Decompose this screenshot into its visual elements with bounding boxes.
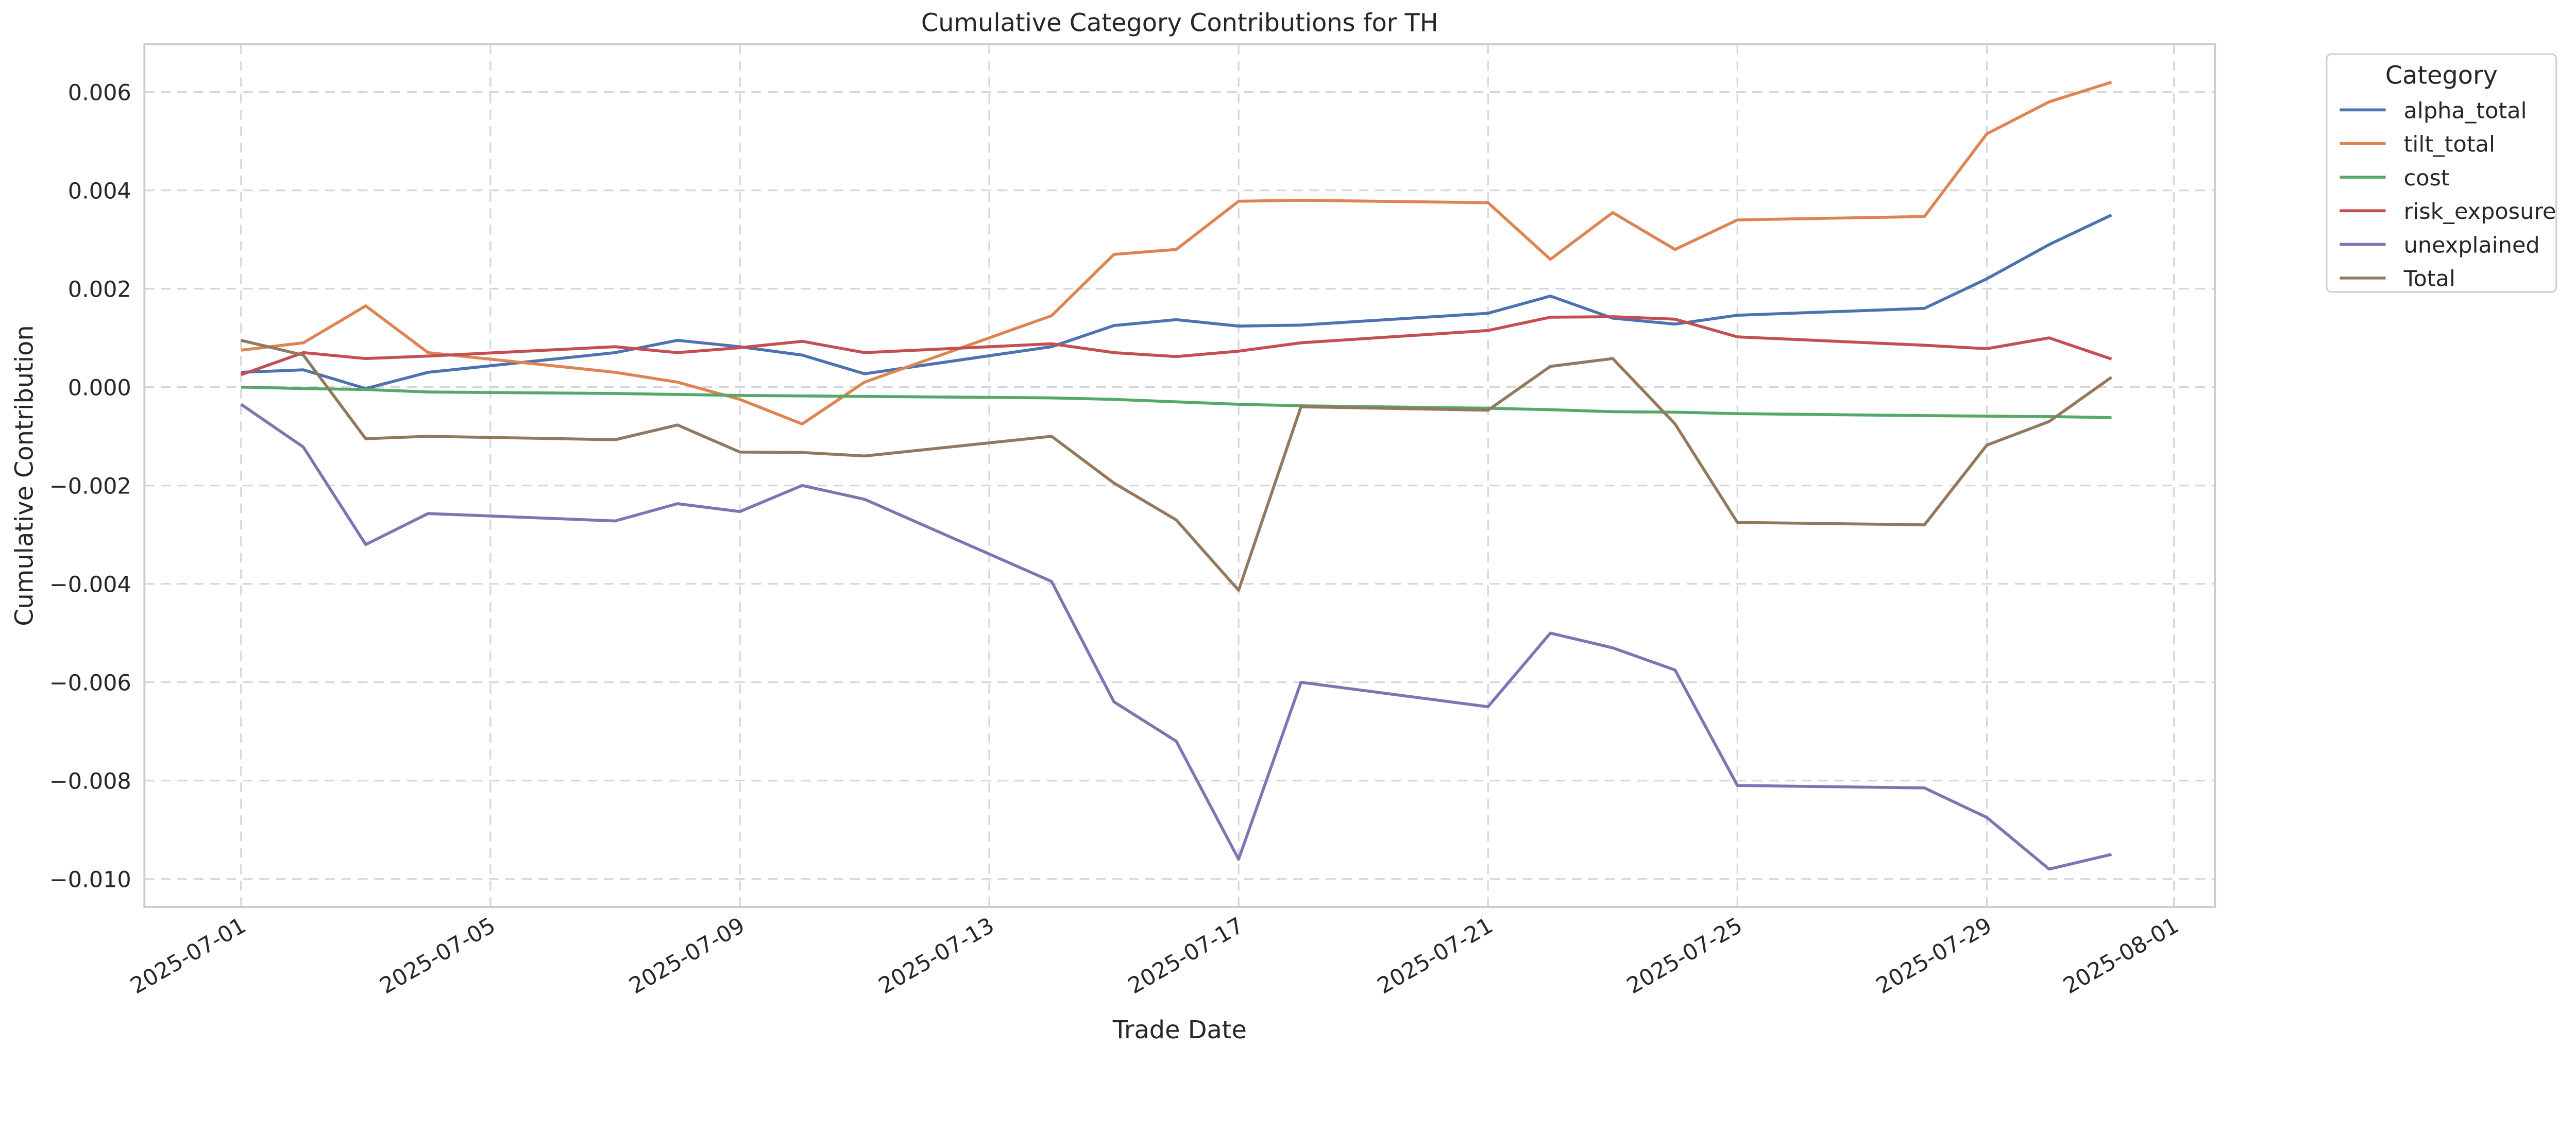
x-tick-label: 2025-07-01 bbox=[126, 913, 250, 999]
legend-label: Total bbox=[2403, 266, 2455, 292]
series-line-unexplained bbox=[240, 403, 2112, 871]
y-tick-label: −0.010 bbox=[49, 867, 131, 893]
x-tick-label: 2025-07-09 bbox=[625, 913, 749, 999]
series-line-risk-exposure bbox=[240, 315, 2112, 376]
x-tick-label: 2025-07-29 bbox=[1872, 913, 1996, 999]
y-tick-labels: −0.010 −0.008 −0.006 −0.004 −0.002 0.000 0.002… bbox=[49, 80, 131, 893]
y-tick-label: −0.006 bbox=[49, 671, 131, 696]
line-chart: −0.010 −0.008 −0.006 −0.004 −0.002 0.000 0.002… bbox=[11, 9, 2557, 1044]
legend-box bbox=[2326, 53, 2557, 293]
plot-frame bbox=[143, 43, 2216, 908]
y-tick-label: 0.004 bbox=[68, 179, 131, 204]
x-axis-label: Trade Date bbox=[1112, 1016, 1247, 1044]
legend-label: risk_exposure bbox=[2404, 199, 2556, 225]
legend-label: cost bbox=[2404, 165, 2450, 191]
series-lines bbox=[240, 80, 2113, 871]
x-tick-label: 2025-07-21 bbox=[1373, 913, 1497, 999]
series-line-alpha-total bbox=[241, 213, 2112, 390]
grid bbox=[144, 44, 2215, 907]
chart-title: Cumulative Category Contributions for TH bbox=[921, 9, 1438, 38]
y-tick-label: −0.008 bbox=[49, 769, 131, 795]
x-tick-label: 2025-07-17 bbox=[1124, 913, 1248, 999]
y-tick-label: −0.004 bbox=[49, 572, 131, 598]
x-tick-label: 2025-07-05 bbox=[376, 913, 500, 999]
y-axis-label: Cumulative Contribution bbox=[11, 325, 39, 626]
x-tick-label: 2025-08-01 bbox=[2059, 913, 2183, 999]
x-tick-labels: 2025-07-01 2025-07-05 2025-07-09 2025-07-13… bbox=[126, 913, 2183, 999]
y-tick-label: 0.006 bbox=[68, 80, 131, 106]
legend-label: alpha_total bbox=[2404, 98, 2527, 124]
series-line-total bbox=[241, 339, 2113, 592]
legend-title: Category bbox=[2385, 61, 2498, 90]
series-line-cost bbox=[241, 385, 2112, 419]
legend-label: unexplained bbox=[2404, 232, 2540, 258]
y-tick-label: 0.000 bbox=[68, 375, 131, 401]
x-tick-label: 2025-07-13 bbox=[874, 913, 998, 999]
x-tick-label: 2025-07-25 bbox=[1622, 913, 1747, 999]
series-line-tilt-total bbox=[241, 80, 2112, 426]
y-tick-label: 0.002 bbox=[68, 277, 131, 303]
y-tick-label: −0.002 bbox=[49, 474, 131, 500]
legend-label: tilt_total bbox=[2404, 132, 2495, 158]
